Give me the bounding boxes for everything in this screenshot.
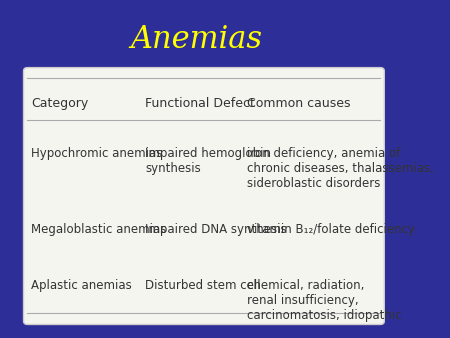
Text: Megaloblastic anemias: Megaloblastic anemias xyxy=(32,223,167,236)
Text: Impaired DNA synthesis: Impaired DNA synthesis xyxy=(145,223,287,236)
Text: Aplastic anemias: Aplastic anemias xyxy=(32,279,132,292)
Text: vitamin B₁₂/folate deficiency: vitamin B₁₂/folate deficiency xyxy=(247,223,415,236)
Text: Functional Defect: Functional Defect xyxy=(145,97,255,110)
Text: Common causes: Common causes xyxy=(247,97,351,110)
Text: Impaired hemoglobin
synthesis: Impaired hemoglobin synthesis xyxy=(145,147,271,175)
Text: iron deficiency, anemia of
chronic diseases, thalassemias,
sideroblastic disorde: iron deficiency, anemia of chronic disea… xyxy=(247,147,434,190)
Text: Disturbed stem cell: Disturbed stem cell xyxy=(145,279,261,292)
Text: Category: Category xyxy=(32,97,89,110)
Text: Hypochromic anemias: Hypochromic anemias xyxy=(32,147,163,160)
Text: chemical, radiation,
renal insufficiency,
carcinomatosis, idiopathic: chemical, radiation, renal insufficiency… xyxy=(247,279,402,322)
FancyBboxPatch shape xyxy=(23,68,384,324)
Text: Anemias: Anemias xyxy=(130,24,262,55)
